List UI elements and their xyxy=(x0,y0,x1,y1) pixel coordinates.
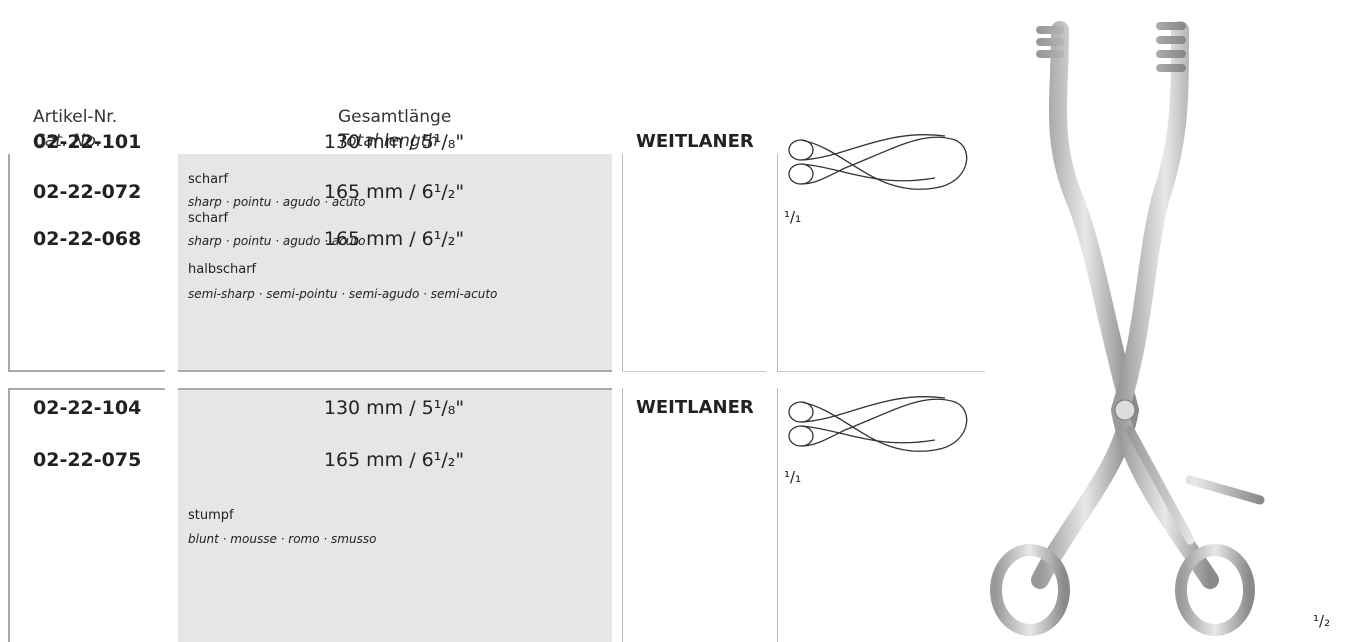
header-length-en: Total length xyxy=(338,131,439,151)
tip-drawing xyxy=(788,134,968,190)
drawing-cell xyxy=(777,154,985,372)
article-number: 02-22-072 xyxy=(33,181,142,203)
scale: ¹/₁ xyxy=(784,208,802,226)
grade: scharf xyxy=(188,211,229,226)
name-cell xyxy=(622,154,766,372)
length: 130 mm / 5¹/₈" xyxy=(323,131,465,153)
product-name: WEITLANER xyxy=(636,131,754,152)
name-cell xyxy=(622,388,766,642)
image-scale: ¹/₂ xyxy=(1313,612,1331,630)
grade-translations: sharp · pointu · agudo · acuto xyxy=(188,234,366,248)
length: 165 mm / 6¹/₂" xyxy=(323,449,465,471)
tip-drawing xyxy=(788,396,968,452)
article-number: 02-22-068 xyxy=(33,228,142,250)
description-cell xyxy=(178,154,612,372)
grade-translations: blunt · mousse · romo · smusso xyxy=(188,532,377,546)
article-number: 02-22-104 xyxy=(33,397,142,419)
article-number: 02-22-101 xyxy=(33,131,142,153)
grade-translations: sharp · pointu · agudo · acuto xyxy=(188,195,366,209)
grade-translations: semi-sharp · semi-pointu · semi-agudo · … xyxy=(188,287,498,301)
length: 165 mm / 6¹/₂" xyxy=(323,228,465,250)
grade: scharf xyxy=(188,172,229,187)
header-article: Artikel-Nr. xyxy=(33,107,118,127)
instrument-image xyxy=(990,21,1265,636)
scale: ¹/₁ xyxy=(784,468,802,486)
length: 165 mm / 6¹/₂" xyxy=(323,181,465,203)
drawing-cell xyxy=(777,388,985,642)
header-article-en: Cat. No. xyxy=(33,131,102,151)
product-name: WEITLANER xyxy=(636,397,754,418)
description-cell xyxy=(178,388,612,642)
grade: stumpf xyxy=(188,508,234,523)
article-cell xyxy=(8,388,165,642)
grade: halbscharf xyxy=(188,262,257,277)
article-cell xyxy=(8,154,165,372)
header-length: Gesamtlänge xyxy=(338,107,452,127)
length: 130 mm / 5¹/₈" xyxy=(323,397,465,419)
article-number: 02-22-075 xyxy=(33,449,142,471)
